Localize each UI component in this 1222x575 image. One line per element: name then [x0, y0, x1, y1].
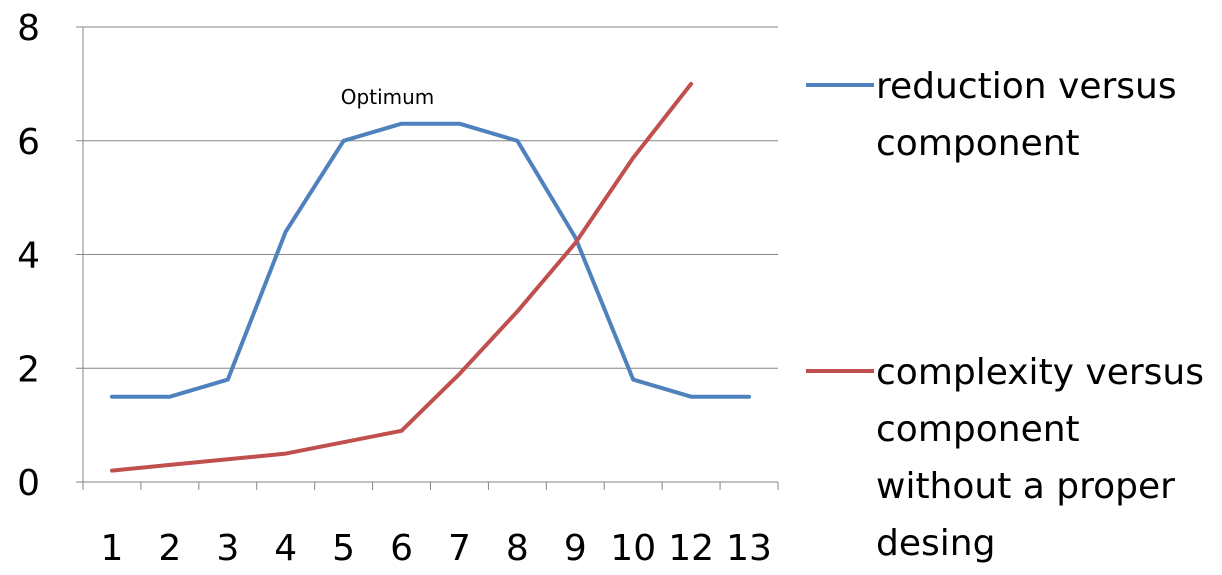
y-tick-label: 4 [17, 236, 40, 277]
legend-label-2: complexity versus component without a prop… [876, 352, 1204, 564]
x-tick-label: 4 [274, 528, 297, 569]
series-line-1 [110, 121, 751, 399]
series-lines [110, 81, 751, 473]
y-tick-label: 2 [17, 349, 40, 390]
x-tick-label: 3 [216, 528, 239, 569]
legend-label-line: complexity versus [876, 352, 1204, 393]
legend-label-1: reduction versus component [876, 66, 1177, 164]
x-tick-label: 12 [668, 528, 714, 569]
y-tick-label: 6 [17, 122, 40, 163]
y-tick-label: 8 [17, 8, 40, 49]
annotation-optimum: Optimum [341, 85, 434, 109]
legend-label-line: component [876, 123, 1080, 164]
x-tick-label: 7 [448, 528, 471, 569]
legend-label-line: reduction versus [876, 66, 1177, 107]
legend-label-line: without a proper [876, 466, 1175, 507]
x-tick-label: 8 [506, 528, 529, 569]
x-tick-label: 6 [390, 528, 413, 569]
y-tick-label: 0 [17, 463, 40, 504]
x-tick-label: 9 [564, 528, 587, 569]
axes [76, 26, 779, 490]
x-tick-label: 10 [610, 528, 656, 569]
x-tick-label: 5 [332, 528, 355, 569]
legend-label-line: desing [876, 523, 995, 564]
legend-label-line: component [876, 409, 1080, 450]
x-tick-label: 1 [101, 528, 124, 569]
annotations: Optimum [341, 85, 434, 109]
gridlines [83, 26, 778, 369]
x-tick-label: 2 [158, 528, 181, 569]
x-tick-label: 13 [726, 528, 772, 569]
series-line-2 [110, 81, 694, 473]
